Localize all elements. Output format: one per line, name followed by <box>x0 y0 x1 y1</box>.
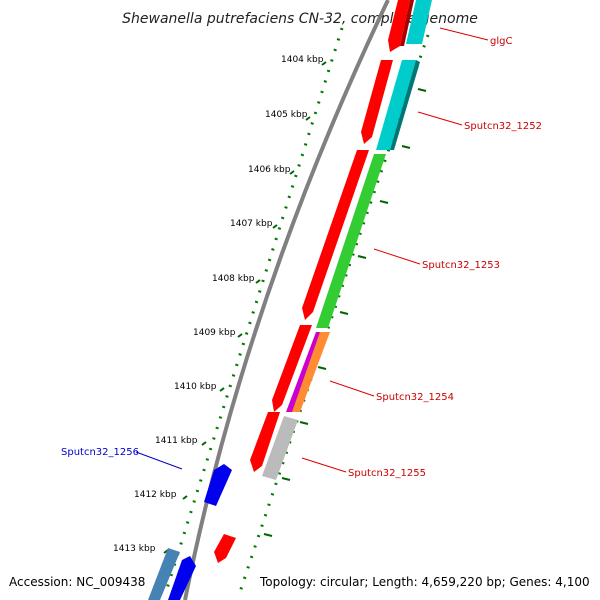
cds-sputcn32-1256 <box>214 534 236 563</box>
tick-label-1412: 1412 kbp <box>134 490 177 500</box>
topology-text: Topology: circular; Length: 4,659,220 bp… <box>259 575 590 589</box>
cds-glgC-shade <box>400 0 414 46</box>
accession-text: Accession: NC_009438 <box>9 575 145 589</box>
gene-label-sputcn32-1255[interactable]: Sputcn32_1255 <box>348 468 426 479</box>
leader-sputcn32-1255 <box>301 457 347 473</box>
tick-mark-1408 <box>255 279 261 284</box>
tick-label-1408: 1408 kbp <box>212 274 255 284</box>
map-title: Shewanella putrefaciens CN-32, complete … <box>122 11 478 27</box>
hit-cyan-1 <box>406 0 432 44</box>
hit-orange <box>292 332 330 412</box>
tick-label-1407: 1407 kbp <box>230 219 273 229</box>
cds-glgC <box>388 0 410 52</box>
gene-leaders <box>135 27 489 473</box>
cds-blue-1 <box>204 464 232 506</box>
cds-steel <box>148 548 180 600</box>
tick-mark-1405 <box>305 116 311 121</box>
cds-sputcn32-1252 <box>361 60 393 144</box>
gc-track-dots <box>163 27 344 596</box>
gene-label-glgC[interactable]: glgC <box>490 36 512 47</box>
tick-label-1404: 1404 kbp <box>281 55 324 65</box>
tick-mark-1404 <box>321 61 327 66</box>
forward-cds-track <box>214 0 414 563</box>
tick-mark-1411 <box>201 441 207 446</box>
tick-mark-1412 <box>182 495 188 500</box>
hit-cyan-2-shade <box>390 60 420 150</box>
tick-mark-1407 <box>272 224 278 229</box>
leader-sputcn32-1254 <box>329 380 375 397</box>
hit-cyan-2 <box>376 60 416 150</box>
tick-mark-1409 <box>237 333 243 338</box>
tick-label-1413: 1413 kbp <box>113 544 156 554</box>
leader-sputcn32-1252 <box>417 111 463 126</box>
leader-glgC <box>439 27 489 41</box>
tick-label-1411: 1411 kbp <box>155 436 198 446</box>
hit-green <box>316 154 386 328</box>
footer-bg-right <box>256 573 596 591</box>
tick-label-1405: 1405 kbp <box>265 110 308 120</box>
genome-backbone <box>183 0 390 600</box>
gene-label-sputcn32-1254[interactable]: Sputcn32_1254 <box>376 392 454 403</box>
tick-label-1406: 1406 kbp <box>248 165 291 175</box>
reverse-cds-track <box>148 464 232 600</box>
hit-grey <box>262 416 298 480</box>
leader-sputcn32-1256 <box>135 451 183 470</box>
outer-track-dashes <box>263 88 427 537</box>
cds-sputcn32-1255 <box>250 412 280 472</box>
tick-label-1409: 1409 kbp <box>193 328 236 338</box>
cds-blue-2 <box>168 556 196 600</box>
footer-bg-left <box>6 573 146 591</box>
gene-label-sputcn32-1253[interactable]: Sputcn32_1253 <box>422 260 500 271</box>
gene-label-sputcn32-1256[interactable]: Sputcn32_1256 <box>61 447 139 458</box>
tick-mark-1406 <box>289 170 295 175</box>
cds-sputcn32-1253 <box>302 150 369 320</box>
tick-label-1410: 1410 kbp <box>174 382 217 392</box>
leader-sputcn32-1253 <box>373 248 421 265</box>
scale-ticks: 1404 kbp 1405 kbp 1406 kbp 1407 kbp 1408… <box>113 55 327 554</box>
tick-mark-1410 <box>219 387 225 392</box>
hit-track <box>262 0 432 480</box>
gene-labels: glgC Sputcn32_1252 Sputcn32_1253 Sputcn3… <box>61 36 542 479</box>
cds-sputcn32-1254 <box>272 325 312 412</box>
gene-label-sputcn32-1252[interactable]: Sputcn32_1252 <box>464 121 542 132</box>
